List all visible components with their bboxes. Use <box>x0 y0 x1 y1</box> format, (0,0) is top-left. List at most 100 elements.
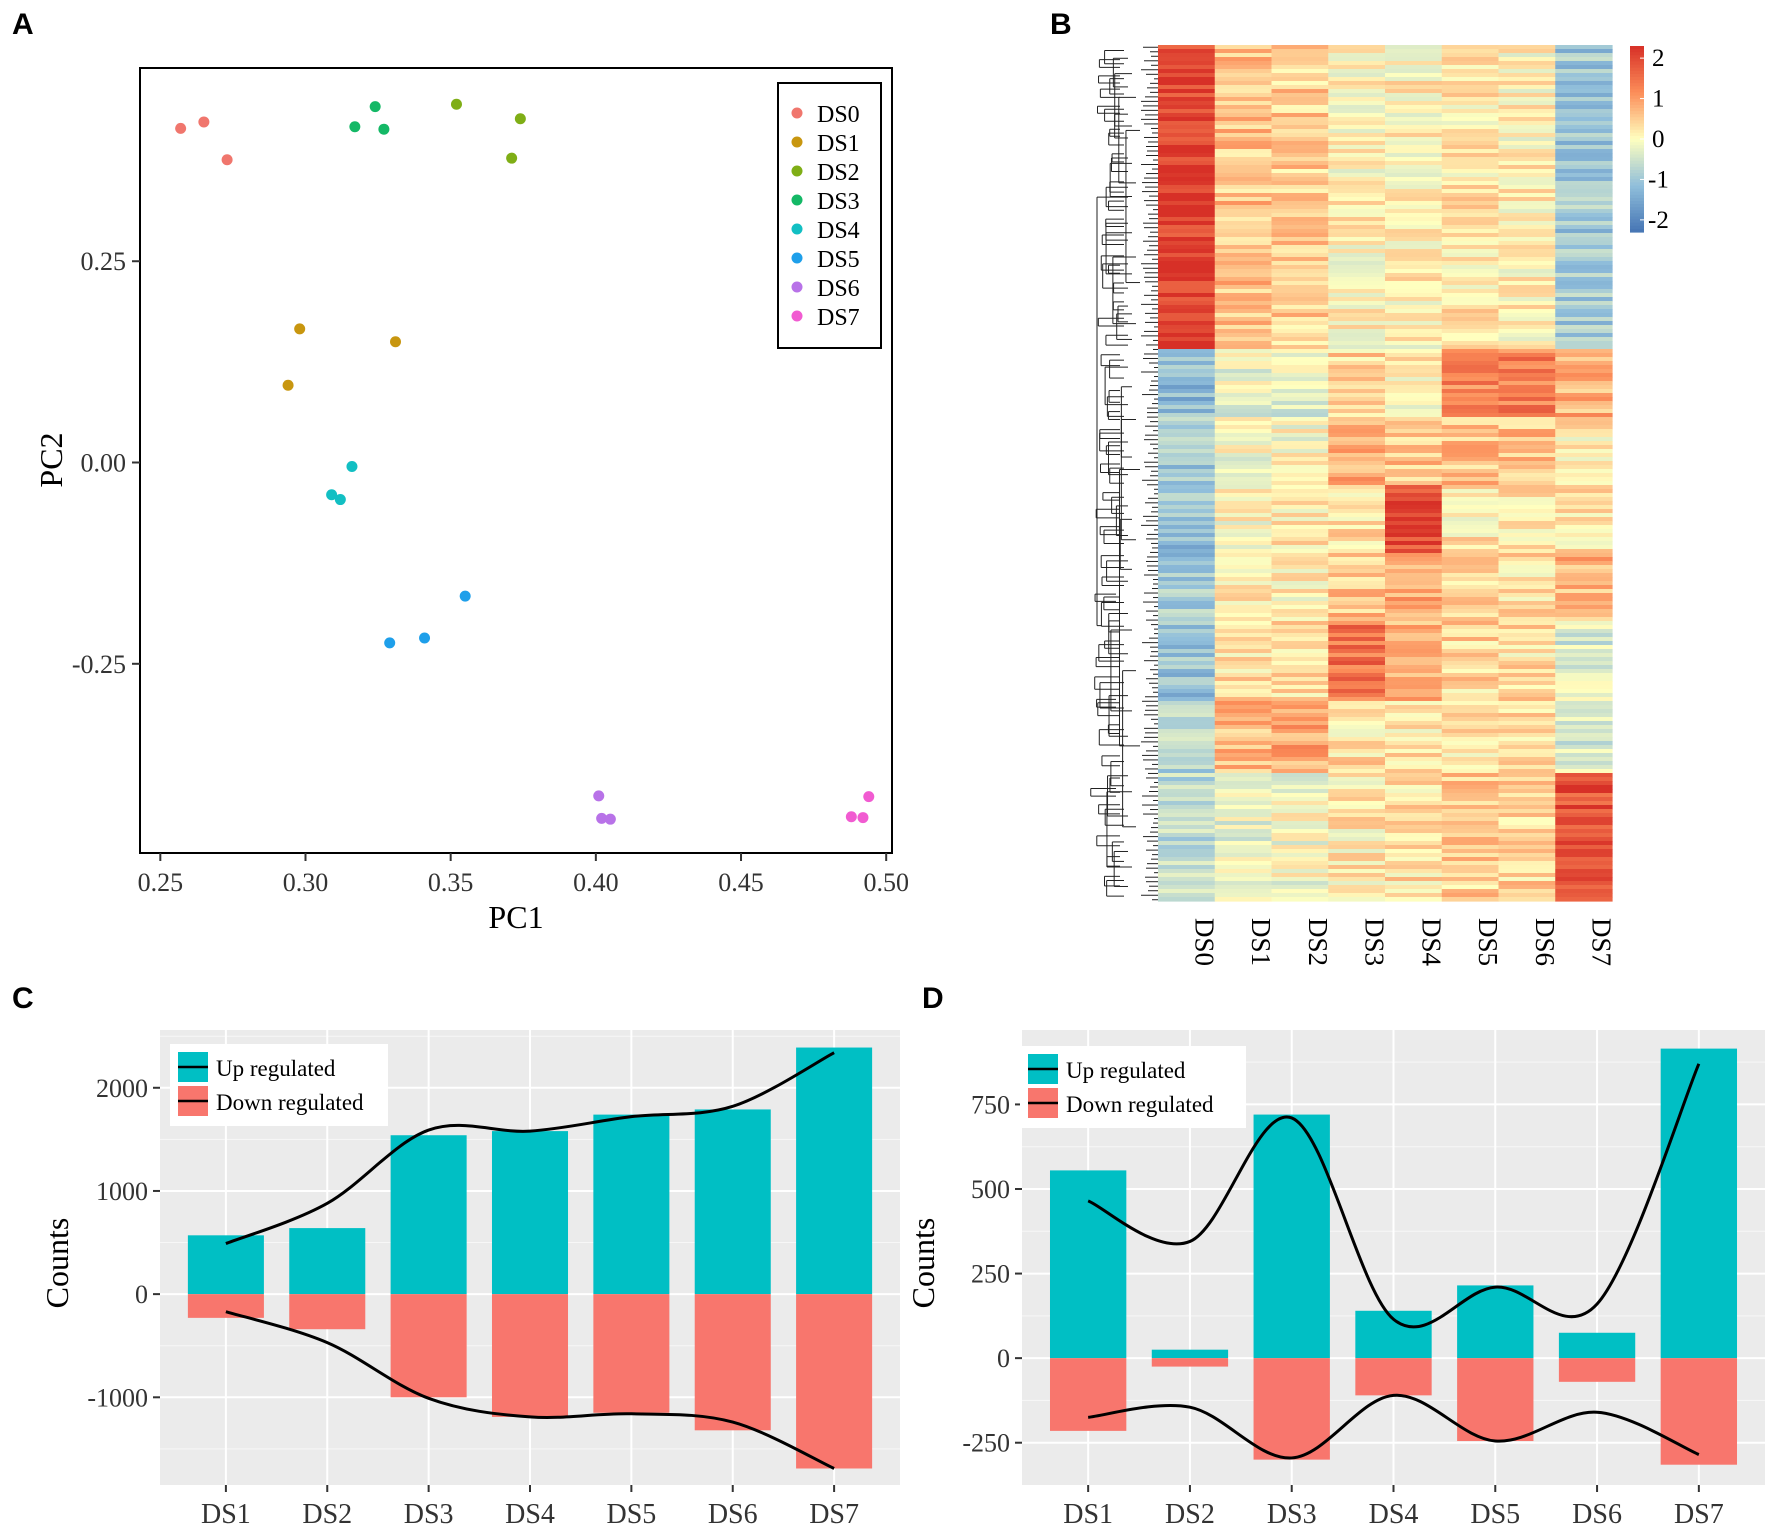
heatmap-cell <box>1385 449 1443 454</box>
heatmap-cell <box>1214 205 1273 210</box>
heatmap-cell <box>1498 685 1556 690</box>
heatmap-cell <box>1158 629 1216 634</box>
heatmap-cell <box>1158 285 1216 290</box>
heatmap-cell <box>1328 89 1386 94</box>
heatmap-cell <box>1271 885 1329 890</box>
heatmap-cell <box>1385 657 1443 662</box>
heatmap-cell <box>1498 861 1556 866</box>
heatmap-cell <box>1328 569 1386 574</box>
heatmap-cell <box>1441 121 1500 126</box>
heatmap-cell <box>1385 837 1443 842</box>
heatmap-cell <box>1214 641 1273 646</box>
heatmap-cell <box>1498 109 1556 114</box>
heatmap-cell <box>1214 737 1273 742</box>
heatmap-cell <box>1385 285 1443 290</box>
colorbar-tick-label: -2 <box>1648 207 1669 234</box>
heatmap-cell <box>1385 537 1443 542</box>
heatmap-cell <box>1328 209 1386 214</box>
heatmap-cell <box>1328 853 1386 858</box>
heatmap-cell <box>1328 701 1386 706</box>
heatmap-cell <box>1498 85 1556 90</box>
heatmap-cell <box>1271 125 1329 130</box>
heatmap-cell <box>1214 881 1273 886</box>
heatmap-cell <box>1385 345 1443 350</box>
heatmap-cell <box>1271 553 1329 558</box>
heatmap-cell <box>1214 377 1273 382</box>
heatmap-cell <box>1498 549 1556 554</box>
heatmap-cell <box>1214 757 1273 762</box>
heatmap-cell <box>1328 557 1386 562</box>
heatmap-cell <box>1441 65 1500 70</box>
heatmap-cell <box>1158 873 1216 878</box>
heatmap-cell <box>1328 801 1386 806</box>
heatmap-cell <box>1271 541 1329 546</box>
heatmap-cell <box>1385 81 1443 86</box>
heatmap-cell <box>1158 541 1216 546</box>
heatmap-cell <box>1555 397 1613 402</box>
heatmap-cell <box>1271 649 1329 654</box>
heatmap-cell <box>1555 277 1613 282</box>
heatmap-cell <box>1555 565 1613 570</box>
colorbar-segment <box>1630 151 1644 156</box>
panel-c-bar-up-ds4 <box>491 1131 569 1295</box>
heatmap-cell <box>1498 753 1556 758</box>
heatmap-cell <box>1271 657 1329 662</box>
pca-x-axis-title: PC1 <box>488 899 543 935</box>
heatmap-cell <box>1441 549 1500 554</box>
heatmap-cell <box>1158 665 1216 670</box>
heatmap-cell <box>1441 161 1500 166</box>
heatmap-cell <box>1271 373 1329 378</box>
pca-point-ds4 <box>334 494 346 506</box>
heatmap-cell <box>1214 53 1273 58</box>
heatmap-cell <box>1328 165 1386 170</box>
colorbar-segment <box>1630 52 1644 56</box>
heatmap-cell <box>1498 497 1556 502</box>
heatmap-cell <box>1441 453 1500 458</box>
heatmap-cell <box>1158 725 1216 730</box>
heatmap-cell <box>1271 305 1329 310</box>
colorbar-tick-label: -1 <box>1648 166 1669 193</box>
heatmap-cell <box>1271 805 1329 810</box>
heatmap-cell <box>1498 441 1556 446</box>
heatmap-cell <box>1158 785 1216 790</box>
heatmap-cell <box>1385 173 1443 178</box>
heatmap-cell <box>1214 221 1273 226</box>
heatmap-cell <box>1441 213 1500 218</box>
heatmap-cell <box>1271 133 1329 138</box>
heatmap-cell <box>1441 821 1500 826</box>
heatmap-cell <box>1385 165 1443 170</box>
heatmap-cell <box>1385 645 1443 650</box>
colorbar-segment <box>1630 145 1644 149</box>
heatmap-cell <box>1214 765 1273 770</box>
heatmap-cell <box>1214 613 1273 618</box>
pca-plot-frame <box>139 67 893 854</box>
heatmap-cell <box>1441 193 1500 198</box>
heatmap-cell <box>1158 437 1216 442</box>
heatmap-cell <box>1555 437 1613 442</box>
heatmap-cell <box>1385 489 1443 494</box>
heatmap-cell <box>1441 613 1500 618</box>
heatmap-cell <box>1158 601 1216 606</box>
heatmap-cell <box>1271 177 1329 182</box>
heatmap-cell <box>1214 389 1273 394</box>
pca-point-ds7 <box>845 811 857 823</box>
colorbar-segment <box>1630 207 1644 211</box>
heatmap-cell <box>1441 473 1500 478</box>
colorbar-segment <box>1630 132 1644 137</box>
expression-heatmap: DS0 DS1 DS2 DS3 DS4 DS5 DS6 DS7 210-1-2 <box>1090 45 1669 967</box>
heatmap-cell <box>1271 513 1329 518</box>
heatmap-cell <box>1441 517 1500 522</box>
heatmap-cell <box>1441 317 1500 322</box>
heatmap-cell <box>1441 417 1500 422</box>
heatmap-cell <box>1555 493 1613 498</box>
heatmap-cell <box>1441 297 1500 302</box>
heatmap-cell <box>1328 621 1386 626</box>
heatmap-cell <box>1271 101 1329 106</box>
heatmap-cell <box>1328 713 1386 718</box>
heatmap-cell <box>1158 505 1216 510</box>
heatmap-cell <box>1214 477 1273 482</box>
heatmap-cell <box>1328 841 1386 846</box>
heatmap-cell <box>1328 405 1386 410</box>
heatmap-cell <box>1441 529 1500 534</box>
heatmap-cell <box>1385 865 1443 870</box>
